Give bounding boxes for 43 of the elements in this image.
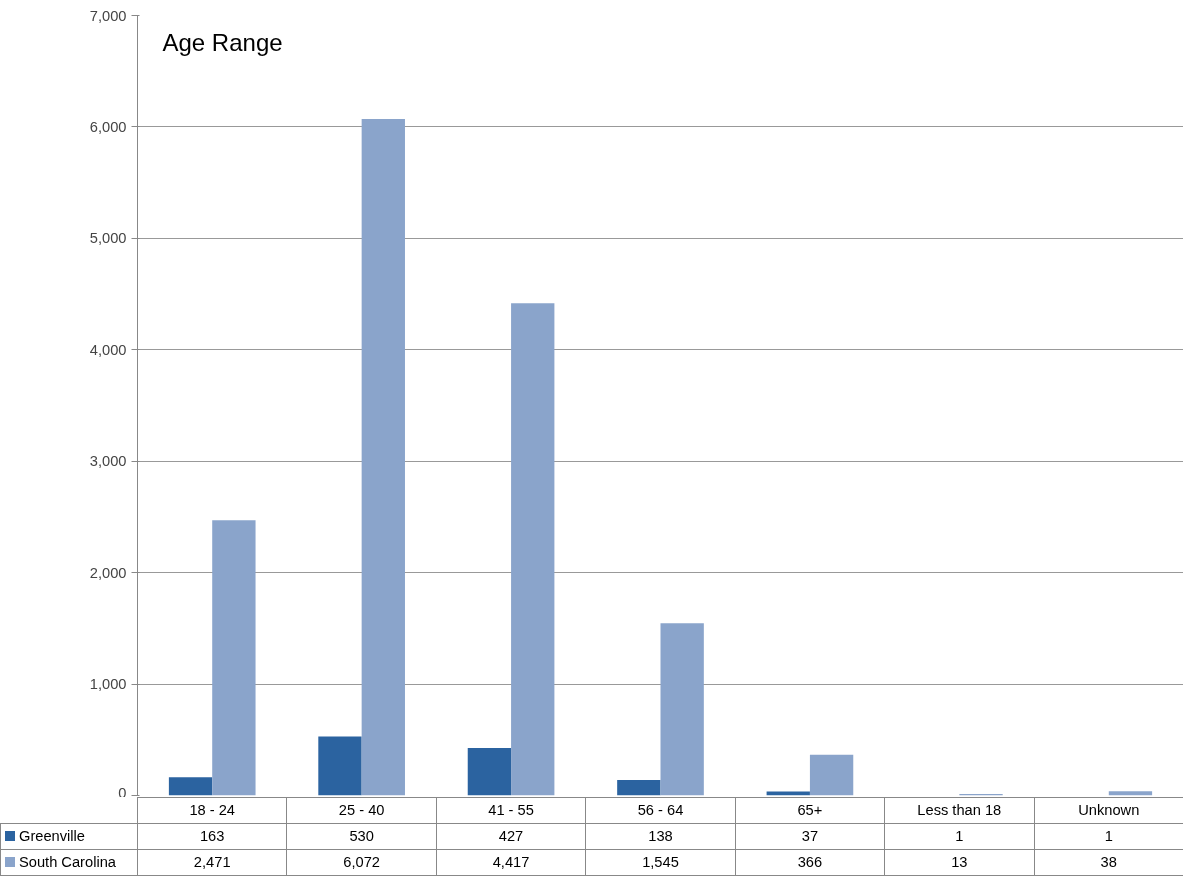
y-tick-label: 5,000 — [89, 230, 127, 247]
data-label: 1 — [1034, 823, 1183, 850]
data-label: 1 — [884, 823, 1035, 850]
y-tick-label: 0 — [118, 784, 127, 801]
bar — [318, 736, 362, 796]
y-tick-label: 2,000 — [89, 564, 127, 581]
x-tick-label: Unknown — [1034, 797, 1183, 824]
data-label: 427 — [436, 823, 586, 850]
bar — [617, 780, 661, 796]
x-tick-label: 18 - 24 — [137, 797, 287, 824]
legend-label: South Carolina — [0, 849, 138, 876]
data-label: 138 — [585, 823, 736, 850]
data-label: 38 — [1034, 849, 1183, 876]
data-label: 163 — [137, 823, 287, 850]
data-label: 4,417 — [436, 849, 586, 876]
bar — [809, 754, 854, 796]
bar — [1108, 791, 1153, 796]
y-tick-label: 1,000 — [89, 676, 127, 693]
x-tick-label: 65+ — [735, 797, 885, 824]
data-label: 2,471 — [137, 849, 287, 876]
bar — [511, 303, 555, 796]
bar — [467, 747, 512, 796]
data-label: 37 — [735, 823, 885, 850]
data-label: 6,072 — [286, 849, 437, 876]
data-label: 366 — [735, 849, 885, 876]
bar — [212, 520, 256, 796]
y-tick-label: 4,000 — [89, 341, 127, 358]
y-tick-label: 3,000 — [89, 453, 127, 470]
x-tick-label: 25 - 40 — [286, 797, 437, 824]
bar — [361, 118, 405, 796]
text: Age Range — [162, 28, 283, 56]
data-label: 13 — [884, 849, 1035, 876]
bar — [168, 777, 213, 796]
x-tick-label: 56 - 64 — [585, 797, 736, 824]
y-tick-label: 7,000 — [89, 7, 127, 24]
y-tick-label: 6,000 — [89, 118, 127, 135]
legend-label: Greenville — [0, 823, 138, 850]
x-tick-label: 41 - 55 — [436, 797, 586, 824]
bar — [660, 623, 704, 796]
x-tick-label: Less than 18 — [884, 797, 1035, 824]
data-label: 530 — [286, 823, 437, 850]
data-label: 1,545 — [585, 849, 736, 876]
bar — [766, 791, 810, 796]
